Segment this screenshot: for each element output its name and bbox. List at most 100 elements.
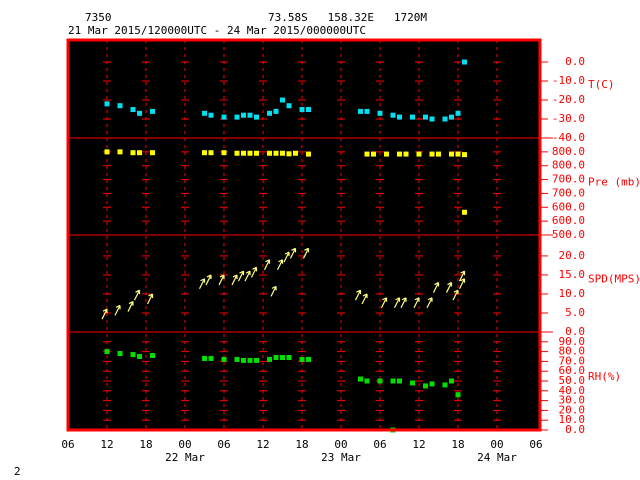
data-point [429,381,435,387]
data-point [202,150,207,156]
wind-arrow [276,259,284,270]
data-point [286,151,292,157]
wind-arrow [432,282,440,293]
data-point [429,116,435,122]
data-point [254,114,259,120]
x-tick-label: 00 [334,438,347,451]
wind-arrow [400,297,407,309]
y-tick-label: 80.0 [559,345,586,358]
wind-arrow [263,259,271,270]
y-tick-label: 10.0 [559,287,586,300]
data-point [449,378,454,384]
wind-arrow [101,308,108,320]
data-point [371,151,376,157]
data-point [410,114,415,120]
date-label: 24 Mar [477,451,517,464]
y-tick-label: 10.0 [559,413,586,426]
data-point [241,357,246,363]
y-tick-label: 600.0 [552,214,585,227]
wind-arrow [393,297,401,309]
data-point [390,112,396,118]
data-point [202,355,207,361]
data-point [150,108,155,114]
data-point [247,150,253,156]
data-point [364,151,370,157]
wind-arrow [270,285,277,297]
data-point [117,149,123,155]
data-point [254,150,259,156]
wind-arrow [452,289,459,301]
data-point [273,150,279,156]
data-point [117,351,123,357]
data-point [423,114,428,120]
data-point [306,107,311,113]
x-tick-label: 06 [217,438,230,451]
x-tick-label: 00 [178,438,191,451]
y-tick-label: 50.0 [559,374,586,387]
data-point [455,392,461,398]
wind-arrow [218,274,225,286]
y-tick-label: 15.0 [559,268,586,281]
wind-arrow [289,247,297,259]
data-point [267,150,272,156]
data-point [358,108,363,114]
wind-arrow [146,293,154,305]
x-tick-label: 18 [139,438,152,451]
data-point [462,152,467,158]
y-tick-label: -10.0 [552,74,585,87]
data-point [397,151,402,157]
y-tick-label: 0.0 [565,55,585,68]
data-point [280,354,285,360]
data-point [247,357,253,363]
data-point [117,103,123,109]
data-point [104,349,110,355]
data-point [358,376,363,382]
data-point [130,352,136,358]
footer: 2 [14,465,21,478]
wind-arrow [458,278,466,290]
data-point [202,110,207,116]
y-tick-label: 0.0 [565,423,585,436]
wind-arrow [127,301,134,312]
data-point [397,378,402,384]
wind-arrow [114,304,121,316]
y-axis-label: T(C) [588,78,615,91]
data-point [286,103,292,109]
y-tick-label: 500.0 [552,228,585,241]
date-label: 22 Mar [165,451,205,464]
data-point [397,114,402,120]
data-point [137,110,142,116]
data-point [384,151,389,157]
data-point [364,378,370,384]
frame [66,38,542,432]
data-point [241,112,246,118]
data-point [293,150,298,156]
y-tick-label: 30.0 [559,394,586,407]
data-point [267,356,272,362]
y-tick-label: 800.0 [552,145,585,158]
data-point [306,356,311,362]
y-tick-label: 40.0 [559,384,586,397]
y-tick-label: 60.0 [559,364,586,377]
data-point [137,354,142,359]
y-axis-label: Pre (mb) [588,176,640,189]
data-point [280,97,285,103]
data-point [221,114,227,120]
wind-arrow [237,270,245,282]
data-point [130,150,136,156]
y-tick-label: 800.0 [552,159,585,172]
data-point [403,151,409,157]
wind-arrow [231,274,238,286]
x-tick-label: 12 [412,438,425,451]
data-point [449,151,454,157]
data-point [306,151,311,157]
wind-arrow [198,278,206,290]
data-point [449,114,454,120]
data-point [390,378,396,384]
data-point [436,151,441,157]
y-tick-label: 0.0 [565,325,585,338]
y-axis-label: RH(%) [588,370,621,383]
data-point [208,112,214,118]
wind-arrow [445,282,453,293]
